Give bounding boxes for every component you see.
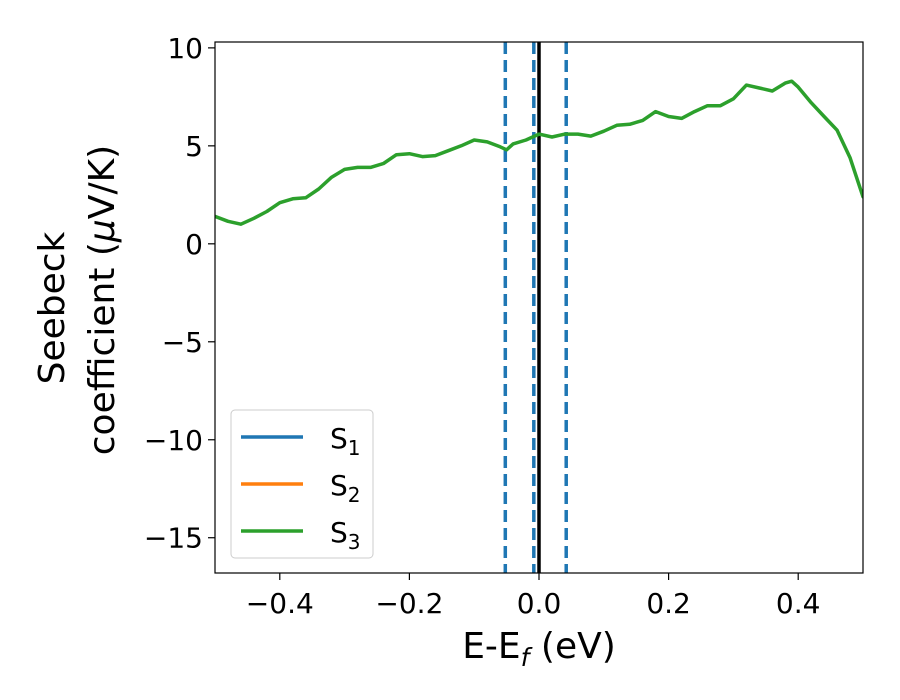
y-tick-label: −5 [162, 326, 203, 359]
y-tick-label: −15 [144, 522, 203, 555]
y-tick-label: 10 [167, 32, 203, 65]
legend: S1 S2 S3 [230, 409, 374, 559]
x-axis-ticks: −0.4 −0.2 0.0 0.2 0.4 [246, 573, 821, 620]
legend-label-s1: S1 [330, 422, 361, 460]
y-axis-label-line2: coefficient (μV/K) [82, 145, 123, 455]
y-axis-label-line1: Seebeck [32, 231, 73, 384]
legend-label-s2: S2 [330, 469, 361, 507]
x-axis-label: E-Ef (eV) [462, 626, 616, 672]
legend-label-s3: S3 [330, 516, 361, 554]
x-tick-label: 0.0 [517, 587, 562, 620]
y-tick-label: 5 [185, 130, 203, 163]
y-axis-ticks: −15 −10 −5 0 5 10 [144, 32, 215, 555]
vertical-lines [503, 42, 568, 573]
y-tick-label: 0 [185, 228, 203, 261]
y-tick-label: −10 [144, 424, 203, 457]
x-tick-label: 0.2 [646, 587, 691, 620]
x-tick-label: −0.4 [246, 587, 314, 620]
x-tick-label: −0.2 [375, 587, 443, 620]
series-line-s3 [215, 79, 863, 226]
series-lines [215, 79, 863, 226]
x-tick-label: 0.4 [776, 587, 821, 620]
